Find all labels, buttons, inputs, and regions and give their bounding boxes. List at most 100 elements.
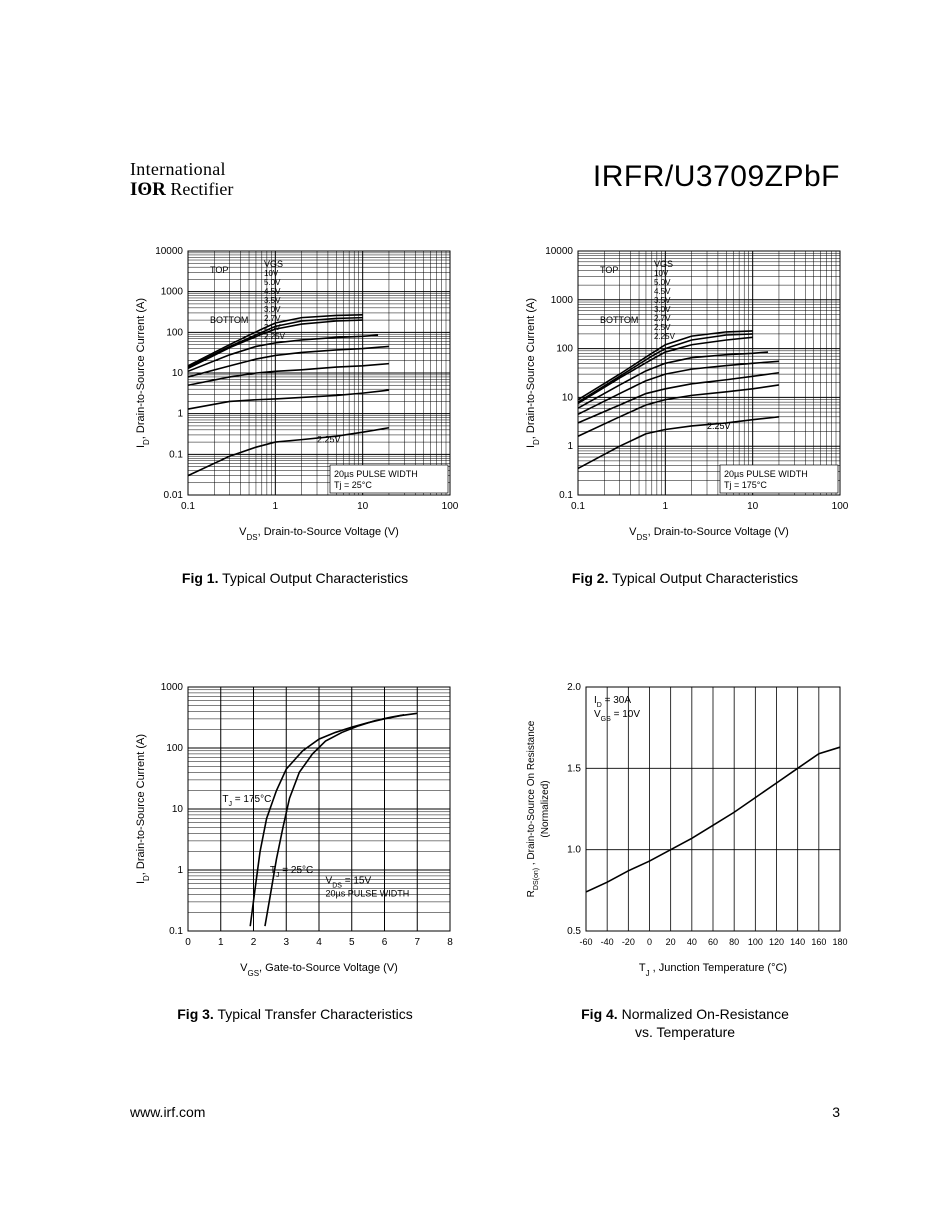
svg-text:VDS, Drain-to-Source Voltage (: VDS, Drain-to-Source Voltage (V) (629, 526, 789, 541)
svg-text:10: 10 (357, 501, 369, 512)
svg-text:0.1: 0.1 (571, 501, 585, 512)
footer-url: www.irf.com (130, 1104, 205, 1120)
svg-text:2.5V: 2.5V (654, 323, 671, 332)
figure-3: 0123456780.11101001000VGS, Gate-to-Sourc… (130, 677, 460, 1041)
svg-text:100: 100 (832, 501, 849, 512)
svg-text:10000: 10000 (545, 246, 573, 257)
svg-text:10000: 10000 (155, 246, 183, 257)
svg-text:-40: -40 (601, 937, 614, 947)
logo-rectifier: Rectifier (166, 179, 233, 199)
fig3-title: Typical Transfer Characteristics (217, 1006, 412, 1022)
svg-text:0.1: 0.1 (181, 501, 195, 512)
fig1-num: Fig 1. (182, 570, 219, 586)
svg-text:VDS, Drain-to-Source Voltage (: VDS, Drain-to-Source Voltage (V) (239, 526, 399, 541)
svg-text:2.0: 2.0 (567, 682, 581, 693)
svg-text:100: 100 (166, 327, 183, 338)
svg-text:2: 2 (251, 937, 257, 948)
svg-text:40: 40 (687, 937, 697, 947)
svg-text:RDS(on) , Drain-to-Source On R: RDS(on) , Drain-to-Source On Resistance (526, 720, 540, 897)
svg-text:3: 3 (283, 937, 289, 948)
svg-text:7: 7 (414, 937, 420, 948)
svg-text:2.25V: 2.25V (707, 421, 731, 431)
svg-text:80: 80 (729, 937, 739, 947)
svg-text:10V: 10V (264, 269, 279, 278)
part-number: IRFR/U3709ZPbF (593, 160, 840, 194)
logo-line2: IʘR Rectifier (130, 180, 233, 201)
fig4-num: Fig 4. (581, 1006, 618, 1022)
svg-text:ID, Drain-to-Source Current (A: ID, Drain-to-Source Current (A) (135, 298, 151, 448)
svg-text:2.7V: 2.7V (264, 314, 281, 323)
svg-text:0.1: 0.1 (169, 449, 183, 460)
fig2-chart: 0.11101000.1110100100010000VDS, Drain-to… (520, 241, 850, 541)
svg-text:4.5V: 4.5V (264, 287, 281, 296)
svg-text:-60: -60 (579, 937, 592, 947)
svg-text:10: 10 (172, 368, 184, 379)
svg-text:3.0V: 3.0V (654, 305, 671, 314)
fig4-caption: Fig 4. Normalized On-Resistancevs. Tempe… (581, 1005, 789, 1041)
fig1-title: Typical Output Characteristics (222, 570, 408, 586)
svg-text:VGS: VGS (264, 259, 283, 269)
svg-text:1.5: 1.5 (567, 763, 581, 774)
svg-text:VGS = 10V: VGS = 10V (594, 709, 640, 723)
svg-text:3.5V: 3.5V (654, 296, 671, 305)
svg-text:3.5V: 3.5V (264, 296, 281, 305)
svg-text:Tj = 25°C: Tj = 25°C (334, 480, 372, 490)
fig2-num: Fig 2. (572, 570, 609, 586)
svg-text:1: 1 (177, 408, 183, 419)
fig2-title: Typical Output Characteristics (612, 570, 798, 586)
fig2-caption: Fig 2. Typical Output Characteristics (572, 569, 798, 587)
fig4-chart: -60-40-200204060801001201401601800.51.01… (520, 677, 850, 977)
svg-text:4.5V: 4.5V (654, 287, 671, 296)
svg-text:TOP: TOP (210, 265, 228, 275)
svg-text:0.1: 0.1 (169, 926, 183, 937)
svg-text:120: 120 (769, 937, 784, 947)
svg-text:VGS, Gate-to-Source Voltage (V: VGS, Gate-to-Source Voltage (V) (240, 962, 398, 977)
svg-text:BOTTOM: BOTTOM (210, 315, 248, 325)
svg-text:180: 180 (832, 937, 847, 947)
svg-text:TJ = 175°C: TJ = 175°C (222, 794, 271, 808)
svg-text:20: 20 (666, 937, 676, 947)
figure-4: -60-40-200204060801001201401601800.51.01… (520, 677, 850, 1041)
svg-text:2.25V: 2.25V (654, 332, 676, 341)
svg-text:1.0: 1.0 (567, 845, 581, 856)
svg-text:160: 160 (811, 937, 826, 947)
svg-text:10: 10 (562, 392, 574, 403)
svg-text:1: 1 (273, 501, 279, 512)
svg-text:100: 100 (166, 743, 183, 754)
svg-text:100: 100 (556, 343, 573, 354)
svg-text:2.25V: 2.25V (264, 332, 286, 341)
svg-text:0.1: 0.1 (559, 490, 573, 501)
svg-text:1: 1 (663, 501, 669, 512)
page-header: International IʘR Rectifier IRFR/U3709ZP… (130, 160, 840, 201)
svg-text:20µs PULSE WIDTH: 20µs PULSE WIDTH (334, 469, 418, 479)
svg-text:TOP: TOP (600, 265, 618, 275)
svg-text:20µs PULSE WIDTH: 20µs PULSE WIDTH (724, 469, 808, 479)
svg-text:1000: 1000 (161, 286, 184, 297)
svg-text:10: 10 (747, 501, 759, 512)
svg-text:1: 1 (177, 865, 183, 876)
logo-line1: International (130, 160, 233, 180)
svg-text:140: 140 (790, 937, 805, 947)
fig3-num: Fig 3. (177, 1006, 214, 1022)
figure-1: 0.11101000.010.1110100100010000VDS, Drai… (130, 241, 460, 587)
fig4-title: Normalized On-Resistancevs. Temperature (622, 1006, 789, 1040)
svg-text:5.0V: 5.0V (264, 278, 281, 287)
svg-text:TJ , Junction Temperature (°C): TJ , Junction Temperature (°C) (639, 962, 787, 977)
fig3-caption: Fig 3. Typical Transfer Characteristics (177, 1005, 413, 1023)
svg-text:TJ = 25°C: TJ = 25°C (270, 865, 313, 879)
figure-grid: 0.11101000.010.1110100100010000VDS, Drai… (130, 241, 840, 1042)
company-logo: International IʘR Rectifier (130, 160, 233, 201)
svg-text:60: 60 (708, 937, 718, 947)
svg-text:5: 5 (349, 937, 355, 948)
svg-text:0.01: 0.01 (164, 490, 184, 501)
svg-text:100: 100 (442, 501, 459, 512)
svg-text:10V: 10V (654, 269, 669, 278)
svg-text:BOTTOM: BOTTOM (600, 315, 638, 325)
svg-text:0.5: 0.5 (567, 926, 581, 937)
fig1-caption: Fig 1. Typical Output Characteristics (182, 569, 408, 587)
svg-text:10: 10 (172, 804, 184, 815)
svg-text:2.25V: 2.25V (317, 434, 341, 444)
svg-text:2.5V: 2.5V (264, 323, 281, 332)
svg-text:6: 6 (382, 937, 388, 948)
svg-text:1: 1 (567, 441, 573, 452)
